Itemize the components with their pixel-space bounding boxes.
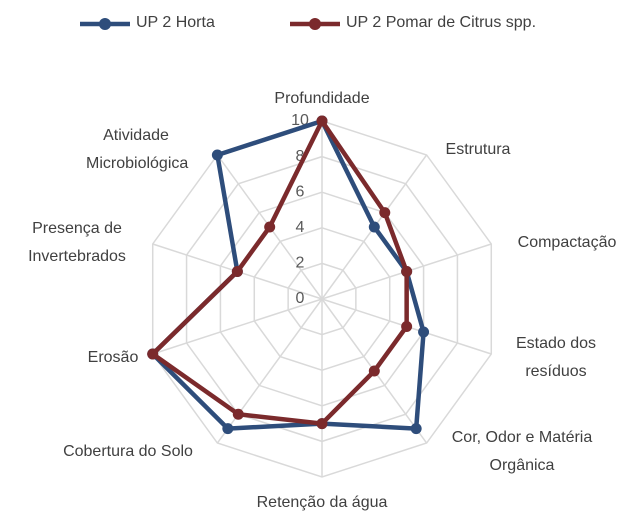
data-point — [232, 408, 244, 420]
data-point — [401, 321, 413, 333]
r-tick-label: 2 — [296, 255, 305, 272]
data-point — [368, 365, 380, 377]
category-label: Presença de Invertebrados — [28, 220, 126, 265]
category-label: Profundidade — [274, 90, 370, 107]
legend-marker — [309, 18, 321, 30]
legend-label: UP 2 Horta — [136, 14, 215, 31]
data-point — [211, 149, 223, 161]
spoke — [152, 298, 323, 355]
legend-label: UP 2 Pomar de Citrus spp. — [346, 14, 537, 31]
data-point — [222, 423, 234, 435]
r-tick-label: 8 — [296, 148, 305, 165]
data-point — [410, 423, 422, 435]
r-tick-label: 6 — [296, 183, 305, 200]
data-point — [418, 326, 430, 338]
category-label: Estrutura — [445, 141, 511, 158]
data-point — [368, 221, 380, 233]
category-label: Retenção da água — [256, 494, 388, 511]
data-point — [264, 221, 276, 233]
r-tick-label: 0 — [296, 290, 305, 307]
category-label: Erosão — [87, 349, 139, 366]
category-label: Estado dos resíduos — [515, 335, 597, 380]
data-point — [379, 207, 391, 219]
series-line — [150, 118, 409, 426]
data-point — [401, 265, 413, 277]
legend-marker — [99, 18, 111, 30]
data-point — [231, 265, 243, 277]
data-point — [147, 348, 159, 360]
category-label: Compactação — [517, 234, 617, 251]
category-label: Cor, Odor e Matéria Orgânica — [451, 429, 593, 474]
category-label: Cobertura do Solo — [63, 443, 193, 460]
r-tick-label: 4 — [296, 219, 305, 236]
data-point — [316, 418, 328, 430]
spoke — [216, 298, 323, 444]
data-point — [316, 115, 328, 127]
category-label: Atividade Microbiológica — [86, 127, 189, 172]
